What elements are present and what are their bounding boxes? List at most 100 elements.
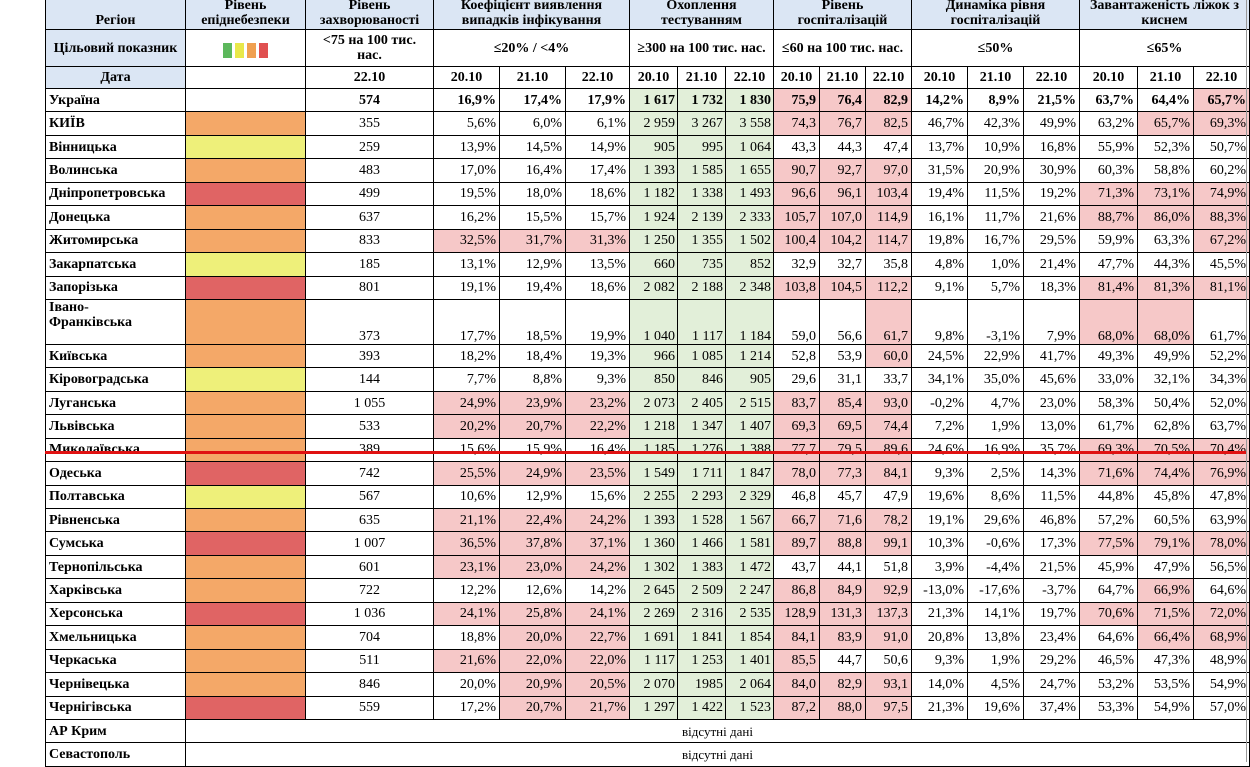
positivity-value: 8,8%	[499, 367, 566, 392]
header-level: Рівень епіднебезпеки	[185, 0, 306, 30]
threat-level-cell	[185, 158, 306, 183]
hospitalization-value: 66,7	[773, 507, 820, 533]
oxygen-value: 66,4%	[1137, 625, 1194, 650]
region-name: Полтавська	[45, 484, 186, 510]
oxygen-value: 81,4%	[1079, 275, 1138, 300]
testing-value: 2 645	[629, 578, 678, 603]
region-name: Львівська	[45, 414, 186, 439]
hospitalization-value: 131,3	[819, 601, 866, 627]
oxygen-value: 77,5%	[1079, 531, 1138, 556]
incidence-value: 483	[305, 158, 434, 183]
date-incidence: 22.10	[305, 66, 434, 89]
threat-level-cell	[185, 298, 306, 345]
positivity-value: 22,0%	[499, 648, 566, 674]
hosp-dynamics-value: 9,1%	[911, 275, 968, 300]
region-name: Дніпропетровська	[45, 181, 186, 207]
oxygen-value: 69,3%	[1079, 437, 1138, 463]
testing-value: 1 393	[629, 158, 678, 183]
positivity-value: 13,9%	[433, 134, 500, 160]
positivity-value: 23,5%	[565, 461, 630, 486]
testing-value: 905	[725, 367, 774, 392]
testing-value: 2 405	[677, 390, 726, 416]
positivity-value: 15,9%	[499, 437, 566, 463]
hosp-dynamics-value: 16,9%	[967, 437, 1024, 463]
positivity-value: 5,6%	[433, 111, 500, 136]
oxygen-value: 57,0%	[1193, 695, 1250, 720]
hosp-dynamics-value: 46,8%	[1023, 507, 1080, 533]
testing-value: 1 297	[629, 695, 678, 720]
hosp-dynamics-value: 8,6%	[967, 484, 1024, 510]
table-row: Полтавська 567 10,6% 12,9% 15,6% 2 255 2 293 2 …	[45, 484, 1250, 510]
positivity-value: 22,0%	[565, 648, 630, 674]
date-label: Дата	[45, 66, 186, 89]
hospitalization-value: 33,7	[865, 367, 912, 392]
testing-value: 905	[629, 134, 678, 160]
testing-value: 846	[677, 367, 726, 392]
header-row: Регіон Рівень епіднебезпеки Рівень захво…	[45, 0, 1250, 30]
positivity-value: 17,4%	[565, 158, 630, 183]
oxygen-value: 64,4%	[1137, 87, 1194, 113]
positivity-value: 19,9%	[565, 298, 630, 345]
testing-value: 2 329	[725, 484, 774, 510]
region-name: Україна	[45, 87, 186, 113]
target-hospitalization: ≤60 на 100 тис. нас.	[773, 29, 912, 67]
legend-swatch	[247, 43, 256, 58]
region-name: Київська	[45, 343, 186, 369]
incidence-value: 144	[305, 367, 434, 392]
positivity-value: 18,0%	[499, 181, 566, 207]
testing-value: 2 509	[677, 578, 726, 603]
positivity-value: 20,0%	[499, 625, 566, 650]
positivity-value: 19,3%	[565, 343, 630, 369]
positivity-value: 9,3%	[565, 367, 630, 392]
table-row: Миколаївська 389 15,6% 15,9% 16,4% 1 185 1 276…	[45, 437, 1250, 463]
positivity-value: 24,9%	[433, 390, 500, 416]
hospitalization-value: 51,8	[865, 554, 912, 580]
incidence-value: 635	[305, 507, 434, 533]
positivity-value: 20,5%	[565, 672, 630, 697]
threat-level-cell	[185, 414, 306, 439]
covid-table: Регіон Рівень епіднебезпеки Рівень захво…	[45, 0, 1250, 767]
date-oxy-2: 21.10	[1137, 66, 1194, 89]
testing-value: 735	[677, 252, 726, 277]
hosp-dynamics-value: 21,4%	[1023, 252, 1080, 277]
positivity-value: 19,5%	[433, 181, 500, 207]
table-row: Херсонська 1 036 24,1% 25,8% 24,1% 2 269 2 316…	[45, 601, 1250, 627]
positivity-value: 6,0%	[499, 111, 566, 136]
table-row: Волинська 483 17,0% 16,4% 17,4% 1 393 1 585 1 6…	[45, 158, 1250, 183]
hosp-dynamics-value: 21,3%	[911, 695, 968, 720]
threat-level-cell	[185, 390, 306, 416]
hospitalization-value: 78,0	[773, 461, 820, 486]
testing-value: 1 711	[677, 461, 726, 486]
testing-value: 1 276	[677, 437, 726, 463]
hospitalization-value: 76,7	[819, 111, 866, 136]
hosp-dynamics-value: 4,8%	[911, 252, 968, 277]
oxygen-value: 68,9%	[1193, 625, 1250, 650]
table-row: Луганська 1 055 24,9% 23,9% 23,2% 2 073 2 405 2…	[45, 390, 1250, 416]
incidence-value: 355	[305, 111, 434, 136]
incidence-value: 511	[305, 648, 434, 674]
hosp-dynamics-value: -3,7%	[1023, 578, 1080, 603]
threat-level-cell	[185, 275, 306, 300]
oxygen-value: 71,6%	[1079, 461, 1138, 486]
oxygen-value: 52,3%	[1137, 134, 1194, 160]
positivity-value: 25,5%	[433, 461, 500, 486]
testing-value: 1 502	[725, 228, 774, 254]
oxygen-value: 65,7%	[1137, 111, 1194, 136]
testing-value: 1 732	[677, 87, 726, 113]
region-name: Івано- Франківська	[45, 298, 186, 345]
testing-value: 995	[677, 134, 726, 160]
oxygen-value: 64,6%	[1193, 578, 1250, 603]
region-name: Чернівецька	[45, 672, 186, 697]
hosp-dynamics-value: 7,9%	[1023, 298, 1080, 345]
hospitalization-value: 83,7	[773, 390, 820, 416]
date-hosp-2: 21.10	[819, 66, 866, 89]
hospitalization-value: 43,3	[773, 134, 820, 160]
hosp-dynamics-value: 1,9%	[967, 648, 1024, 674]
target-hosp-dynamics: ≤50%	[911, 29, 1080, 67]
positivity-value: 19,1%	[433, 275, 500, 300]
incidence-value: 833	[305, 228, 434, 254]
hospitalization-value: 100,4	[773, 228, 820, 254]
incidence-value: 574	[305, 87, 434, 113]
table-row: Чернігівська 559 17,2% 20,7% 21,7% 1 297 1 422…	[45, 695, 1250, 720]
divider-red-line	[45, 451, 1246, 454]
